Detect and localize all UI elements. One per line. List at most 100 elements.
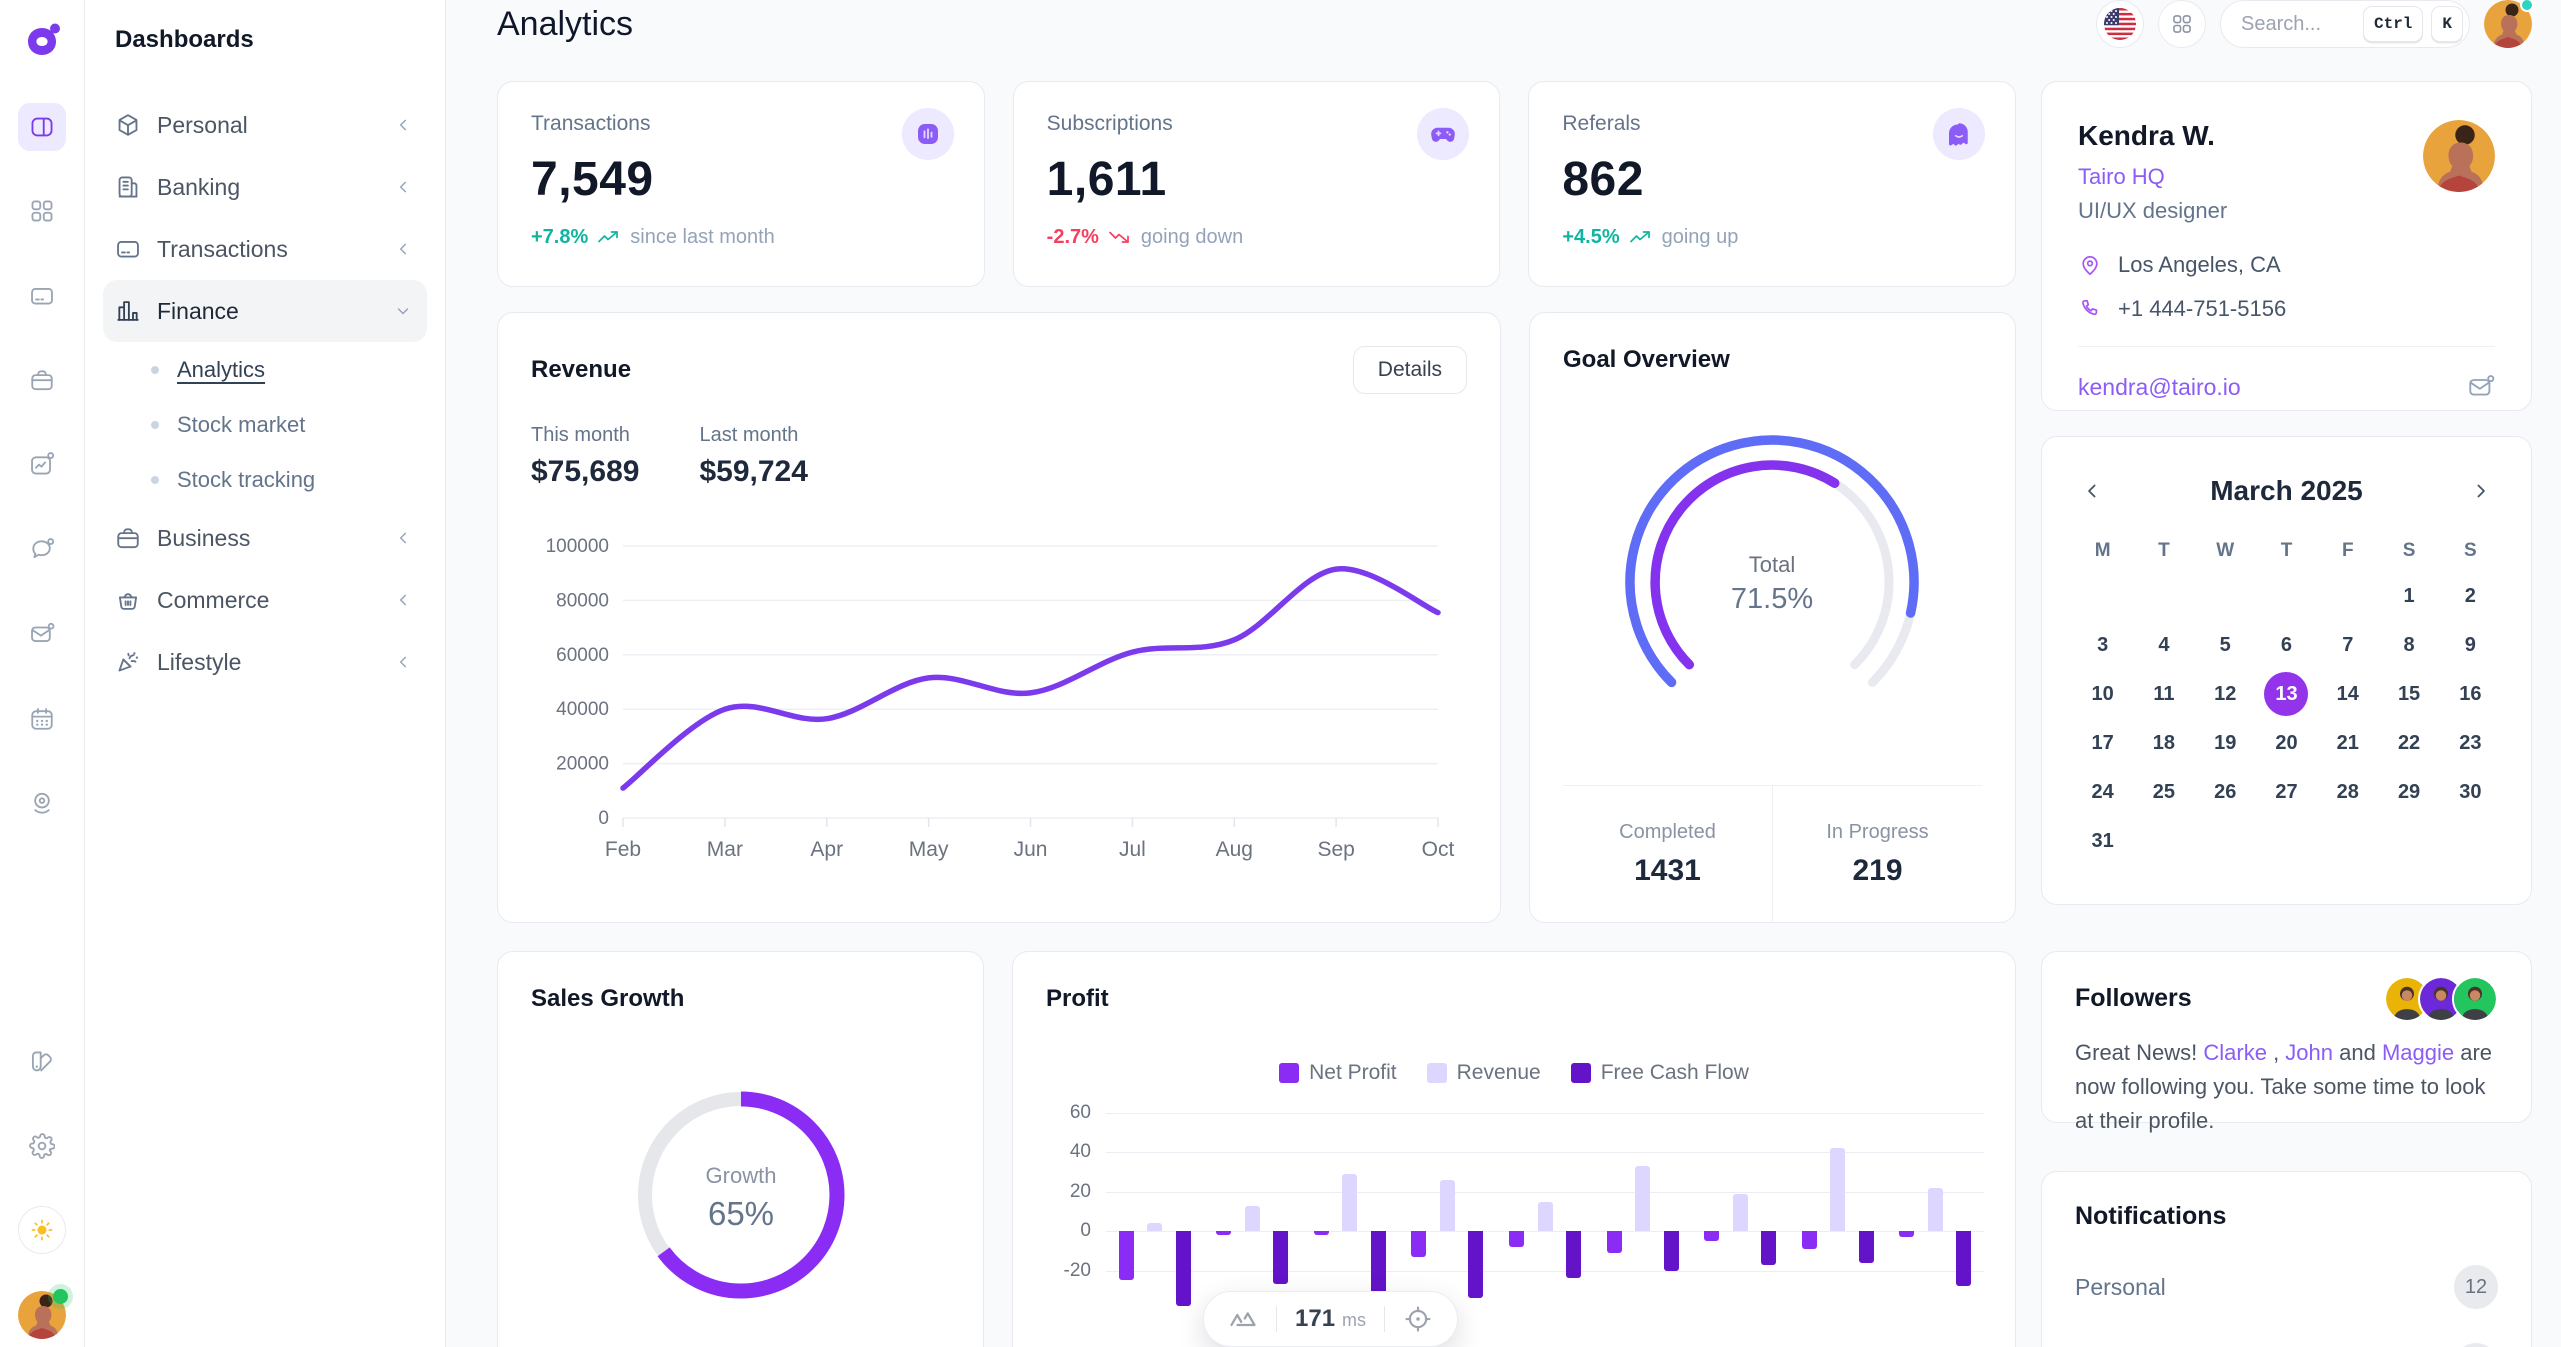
bar-free-cash-flow: [1175, 1231, 1191, 1307]
rail-item-chat-badge[interactable]: [18, 526, 66, 574]
bar-revenue: [1439, 1179, 1455, 1232]
bar-net-profit: [1216, 1231, 1232, 1236]
legend-revenue[interactable]: Revenue: [1426, 1061, 1541, 1085]
calendar-day-24[interactable]: 24: [2091, 780, 2114, 803]
sidebar-item-finance[interactable]: Finance: [103, 280, 427, 342]
rail-item-sun[interactable]: [18, 1206, 66, 1254]
apps-grid-button[interactable]: [2158, 0, 2206, 48]
calendar-day-26[interactable]: 26: [2214, 780, 2237, 803]
main-area: Analytics Ctrl K Transactions 7,549: [446, 0, 2561, 1347]
follower-link-clarke[interactable]: Clarke: [2203, 1040, 2267, 1065]
details-button[interactable]: Details: [1352, 346, 1467, 394]
calendar-day-7[interactable]: 7: [2342, 633, 2354, 656]
app-logo[interactable]: [18, 20, 66, 68]
rail-item-gear[interactable]: [18, 1122, 66, 1170]
calendar-day-9[interactable]: 9: [2464, 633, 2476, 656]
sidebar-item-label: Transactions: [157, 235, 288, 262]
follower-link-maggie[interactable]: Maggie: [2381, 1040, 2455, 1065]
user-avatar[interactable]: [2484, 0, 2534, 48]
profile-email-link[interactable]: kendra@tairo.io: [2078, 373, 2241, 400]
sidebar-item-commerce[interactable]: Commerce: [103, 569, 427, 631]
calendar-day-30[interactable]: 30: [2459, 780, 2482, 803]
sidebar-item-personal[interactable]: Personal: [103, 94, 427, 156]
rail-item-chart-badge[interactable]: [18, 440, 66, 488]
calendar-day-8[interactable]: 8: [2403, 633, 2415, 656]
calendar-empty-cell: [2133, 817, 2194, 865]
calendar-day-20[interactable]: 20: [2275, 731, 2298, 754]
calendar-day-28[interactable]: 28: [2336, 780, 2359, 803]
calendar-day-6[interactable]: 6: [2280, 633, 2293, 656]
sidebar-item-banking[interactable]: Banking: [103, 156, 427, 218]
calendar-day-25[interactable]: 25: [2152, 780, 2176, 803]
rail-item-calendar[interactable]: [18, 695, 66, 743]
stat-note: going up: [1661, 225, 1739, 248]
calendar-day-12[interactable]: 12: [2214, 682, 2237, 705]
devtools-pill[interactable]: 171 ms: [1203, 1291, 1459, 1347]
sidebar-subitem-stock-tracking[interactable]: Stock tracking: [103, 452, 427, 507]
calendar-day-18[interactable]: 18: [2152, 731, 2176, 754]
rail-item-grid[interactable]: [18, 187, 66, 235]
sidebar-subitem-analytics[interactable]: Analytics: [103, 342, 427, 397]
rail-item-mail-badge[interactable]: [18, 610, 66, 658]
target-icon[interactable]: [1403, 1304, 1433, 1334]
notification-row-personal[interactable]: Personal 12: [2075, 1265, 2498, 1309]
bar-net-profit: [1313, 1231, 1329, 1236]
calendar-day-19[interactable]: 19: [2214, 731, 2237, 754]
calendar-day-1[interactable]: 1: [2403, 584, 2415, 607]
rail-item-panels[interactable]: [18, 103, 66, 151]
sidebar-subitem-stock-market[interactable]: Stock market: [103, 397, 427, 452]
calendar-day-27[interactable]: 27: [2275, 780, 2298, 803]
svg-text:20000: 20000: [556, 754, 609, 775]
dashboards-sidebar: Dashboards Personal Banking Transactions…: [85, 0, 446, 1347]
language-flag-button[interactable]: [2096, 0, 2144, 48]
search-input[interactable]: [2241, 12, 2355, 36]
calendar-day-31[interactable]: 31: [2091, 829, 2114, 852]
calendar-day-3[interactable]: 3: [2097, 633, 2109, 656]
calendar-day-29[interactable]: 29: [2397, 780, 2421, 803]
sidebar-item-business[interactable]: Business: [103, 507, 427, 569]
follower-link-john[interactable]: John: [2285, 1040, 2334, 1065]
profile-org-link[interactable]: Tairo HQ: [2078, 164, 2165, 189]
calendar-day-10[interactable]: 10: [2091, 682, 2114, 705]
legend-net-profit[interactable]: Net Profit: [1279, 1061, 1397, 1085]
bar-net-profit: [1801, 1231, 1817, 1249]
calendar-day-4[interactable]: 4: [2158, 633, 2170, 656]
calendar-day-22[interactable]: 22: [2397, 731, 2421, 754]
follower-avatar[interactable]: [2418, 976, 2464, 1022]
calendar-day-21[interactable]: 21: [2336, 731, 2359, 754]
calendar-day-13[interactable]: 13: [2256, 670, 2317, 718]
calendar-day-2[interactable]: 2: [2464, 584, 2476, 607]
calendar-day-11[interactable]: 11: [2153, 682, 2175, 705]
stat-delta: +7.8%: [531, 225, 620, 249]
legend-swatch: [1570, 1063, 1591, 1083]
last-month-stat: Last month $59,724: [699, 424, 808, 488]
sidebar-item-transactions[interactable]: Transactions: [103, 218, 427, 280]
calendar-day-16[interactable]: 16: [2459, 682, 2482, 705]
calendar-day-14[interactable]: 14: [2336, 682, 2359, 705]
completed-stat: Completed 1431: [1563, 786, 1773, 922]
legend-free-cash-flow[interactable]: Free Cash Flow: [1570, 1061, 1749, 1085]
svg-text:Feb: Feb: [605, 838, 641, 861]
envelope-icon[interactable]: [2467, 373, 2495, 401]
rail-item-credit-card[interactable]: [18, 272, 66, 320]
rail-item-webcam[interactable]: [18, 779, 66, 827]
calendar-prev-button[interactable]: [2072, 471, 2112, 511]
calendar-day-23[interactable]: 23: [2459, 731, 2482, 754]
calendar-next-button[interactable]: [2461, 471, 2501, 511]
rail-user-avatar[interactable]: [18, 1289, 68, 1339]
follower-avatar[interactable]: [2452, 976, 2498, 1022]
calendar-day-15[interactable]: 15: [2397, 682, 2421, 705]
follower-avatar[interactable]: [2384, 976, 2430, 1022]
rail-item-swatch[interactable]: [18, 1038, 66, 1086]
trend-up-icon: [1629, 231, 1650, 243]
revenue-line-chart: 0 20000 40000 60000 80000 100000 Feb Mar Apr May J…: [546, 536, 1455, 861]
calendar-empty-cell: [2072, 572, 2133, 620]
sidebar-item-lifestyle[interactable]: Lifestyle: [103, 631, 427, 693]
chevL-icon: [399, 594, 407, 606]
legend-swatch: [1426, 1063, 1447, 1083]
notification-row: [2075, 1343, 2498, 1347]
rail-item-briefcase[interactable]: [18, 356, 66, 404]
calendar-day-5[interactable]: 5: [2219, 633, 2231, 656]
credit-card-icon: [117, 241, 139, 258]
calendar-day-17[interactable]: 17: [2091, 731, 2114, 754]
